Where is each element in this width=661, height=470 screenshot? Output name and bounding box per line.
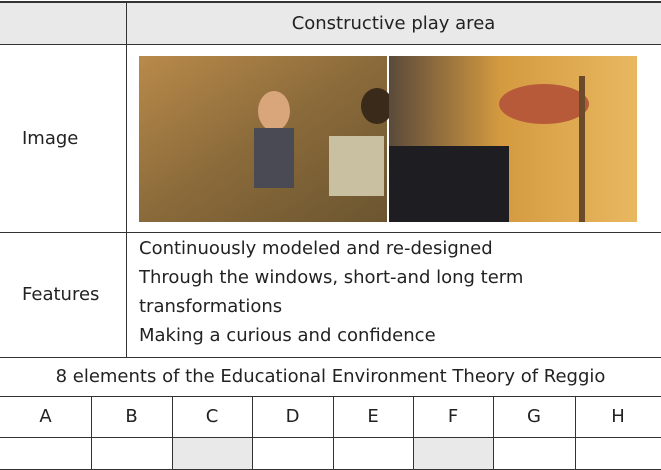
feature: Making a curious and confidence: [139, 325, 436, 346]
letter-cell: G: [527, 406, 541, 427]
header-row: [0, 2, 661, 44]
rule: [0, 232, 661, 233]
feature: Continuously modeled and re-designed: [139, 238, 493, 259]
letter-cell: A: [39, 406, 52, 427]
photos: [139, 56, 637, 222]
rule: [575, 396, 576, 470]
rule: [413, 396, 414, 470]
row-label: Features: [22, 284, 100, 305]
shaded-cell: [172, 437, 252, 470]
rule: [0, 396, 661, 397]
rule: [0, 357, 661, 358]
caption: 8 elements of the Educational Environmen…: [55, 366, 606, 387]
letter-cell: C: [205, 406, 219, 427]
rule: [0, 44, 661, 45]
rule: [172, 396, 173, 470]
feature: Through the windows, short-and long term…: [139, 267, 524, 317]
row-label: Image: [22, 127, 79, 149]
features-list: Continuously modeled and re-designed Thr…: [139, 234, 639, 350]
rule: [0, 437, 661, 438]
rule: [91, 396, 92, 470]
rule: [0, 1, 661, 3]
rule: [126, 2, 127, 357]
shaded-cell: [413, 437, 493, 470]
letter-cell: D: [285, 406, 300, 427]
letter-cell: B: [125, 406, 138, 427]
header-title: Constructive play area: [291, 12, 496, 34]
rule: [493, 396, 494, 470]
letter-cell: E: [367, 406, 379, 427]
rule: [333, 396, 334, 470]
letter-cell: H: [611, 406, 625, 427]
letter-cell: F: [447, 406, 459, 427]
rule: [252, 396, 253, 470]
